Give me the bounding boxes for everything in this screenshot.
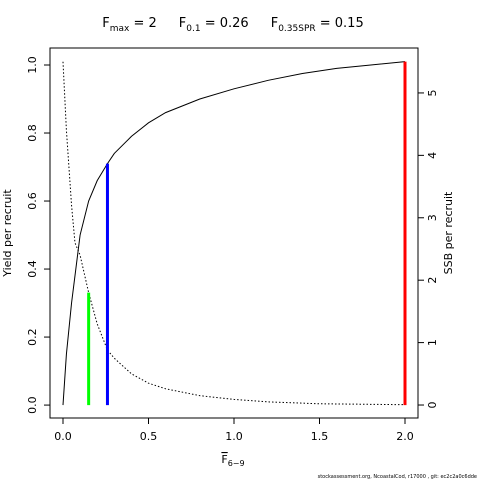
title-subscript: 0.35SPR	[278, 24, 315, 34]
title-value: = 0.26	[201, 16, 249, 31]
title-subscript: max	[110, 24, 130, 34]
x-tick-label: 0.5	[140, 430, 158, 443]
x-label-symbol: F	[221, 453, 227, 466]
x-tick-label: 0.0	[54, 430, 72, 443]
chart-title: Fmax = 2 F0.1 = 0.26 F0.35SPR = 0.15	[102, 16, 363, 34]
y2-tick-label: 3	[426, 214, 439, 221]
y-tick-label: 1.0	[26, 56, 39, 74]
x-tick-label: 1.5	[311, 430, 329, 443]
x-axis-label: F6−9	[221, 453, 244, 468]
title-symbol: F	[179, 16, 186, 31]
curve	[62, 61, 406, 406]
y-tick-label: 0.8	[26, 124, 39, 142]
y2-tick-label: 2	[426, 277, 439, 284]
y-tick-label: 0.6	[26, 192, 39, 210]
y-tick-label: 0.4	[26, 260, 39, 278]
y2-tick-label: 0	[426, 402, 439, 409]
x-label-subscript: 6−9	[228, 459, 245, 468]
x-tick-label: 1.0	[225, 430, 243, 443]
footer: stockassessment.org, NcoastalCod, r17000…	[318, 474, 477, 480]
title-subscript: 0.1	[186, 24, 200, 34]
y-tick-label: 0.0	[26, 396, 39, 414]
y-axis-label: Yield per recruit	[1, 189, 14, 278]
title-symbol: F	[102, 16, 109, 31]
y-tick-label: 0.2	[26, 328, 39, 346]
y2-tick-label: 4	[426, 152, 439, 159]
title-value: = 2	[129, 16, 156, 31]
x-tick-label: 2.0	[396, 430, 414, 443]
y2-tick-label: 1	[426, 339, 439, 346]
curve	[62, 61, 406, 406]
y2-axis-label: SSB per recruit	[442, 191, 455, 274]
title-symbol: F	[271, 16, 278, 31]
title-value: = 0.15	[316, 16, 364, 31]
y2-tick-label: 5	[426, 89, 439, 96]
